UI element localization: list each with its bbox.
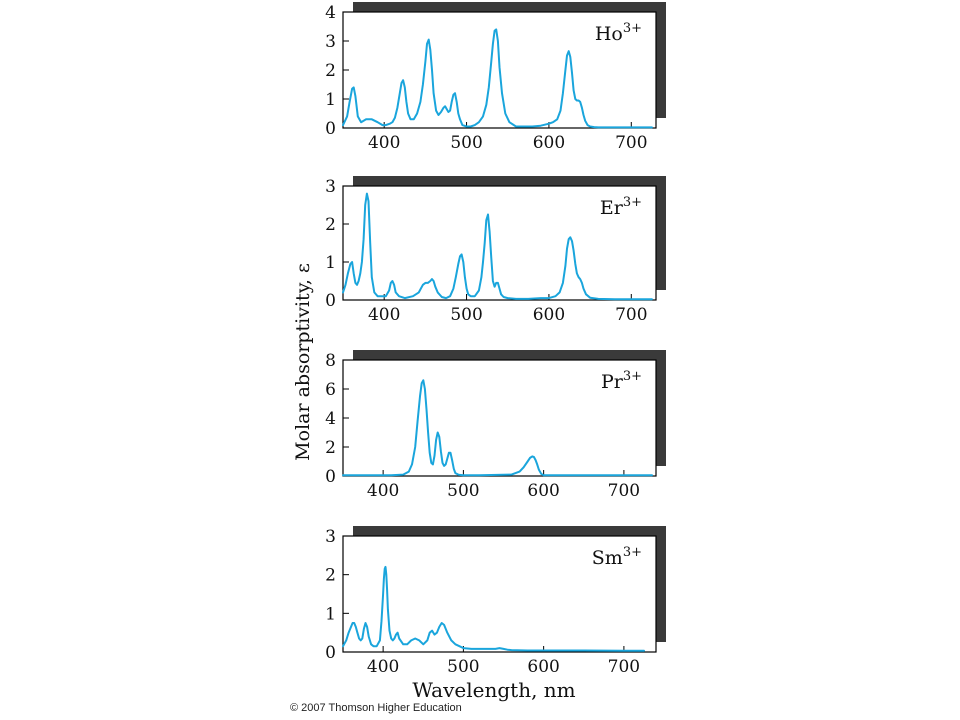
ion-label: Pr3+ xyxy=(601,369,642,393)
x-tick-label: 600 xyxy=(533,133,565,153)
x-tick-label: 500 xyxy=(447,481,479,501)
plot-frame xyxy=(342,185,657,301)
x-tick-label: 400 xyxy=(367,657,399,677)
x-tick-label: 400 xyxy=(368,305,400,325)
x-tick-label: 500 xyxy=(447,657,479,677)
ion-element: Ho xyxy=(595,23,623,45)
y-tick-label: 0 xyxy=(325,467,336,487)
y-tick-label: 4 xyxy=(325,409,336,429)
y-tick-label: 6 xyxy=(325,380,336,400)
x-axis-label: Wavelength, nm xyxy=(412,678,575,702)
ion-charge: 3+ xyxy=(623,545,642,560)
plot-frame xyxy=(342,535,657,653)
y-tick-label: 2 xyxy=(325,566,336,586)
plot-frame xyxy=(342,359,657,477)
x-tick-label: 700 xyxy=(615,305,647,325)
ion-element: Pr xyxy=(601,371,624,393)
y-tick-label: 3 xyxy=(325,32,336,52)
ion-label: Sm3+ xyxy=(592,545,642,569)
spectrum-line xyxy=(342,192,653,301)
spectrum-panel-ho: 0 1 2 3 4 400 500 600 700 Ho3+ xyxy=(325,2,666,153)
x-tick-label: 600 xyxy=(527,481,559,501)
y-tick-label: 2 xyxy=(325,61,336,81)
ion-element: Sm xyxy=(592,547,623,569)
ion-label: Er3+ xyxy=(600,195,642,219)
spectrum-panel-pr: 0 2 4 6 8 400 500 600 700 Pr3+ xyxy=(325,350,666,501)
y-tick-label: 2 xyxy=(325,215,336,235)
x-tick-label: 600 xyxy=(533,305,565,325)
spectrum-line xyxy=(342,565,645,652)
y-tick-label: 3 xyxy=(325,177,336,197)
x-tick-label: 700 xyxy=(608,657,640,677)
copyright-notice: © 2007 Thomson Higher Education xyxy=(290,702,462,714)
x-tick-label: 700 xyxy=(608,481,640,501)
ion-charge: 3+ xyxy=(623,21,642,36)
y-tick-label: 8 xyxy=(325,351,336,371)
ion-element: Er xyxy=(600,197,624,219)
y-axis-label: Molar absorptivity, ε xyxy=(292,263,314,461)
x-tick-label: 500 xyxy=(450,133,482,153)
y-tick-label: 0 xyxy=(325,119,336,139)
y-tick-label: 1 xyxy=(325,604,336,624)
spectrum-line xyxy=(342,28,653,129)
y-tick-label: 0 xyxy=(325,643,336,663)
y-tick-label: 1 xyxy=(325,90,336,110)
ion-charge: 3+ xyxy=(623,369,642,384)
spectrum-panel-sm: 0 1 2 3 400 500 600 700 Sm3+ xyxy=(325,526,666,677)
y-tick-label: 1 xyxy=(325,253,336,273)
spectrum-panel-er: 0 1 2 3 400 500 600 700 Er3+ xyxy=(325,176,666,325)
y-tick-label: 4 xyxy=(325,3,336,23)
spectrum-line xyxy=(342,379,653,477)
ion-label: Ho3+ xyxy=(595,21,642,45)
x-tick-label: 400 xyxy=(368,133,400,153)
y-tick-label: 3 xyxy=(325,527,336,547)
y-tick-label: 0 xyxy=(325,291,336,311)
x-tick-label: 400 xyxy=(367,481,399,501)
x-tick-label: 700 xyxy=(615,133,647,153)
x-tick-label: 600 xyxy=(527,657,559,677)
x-tick-label: 500 xyxy=(450,305,482,325)
y-tick-label: 2 xyxy=(325,438,336,458)
ion-charge: 3+ xyxy=(623,195,642,210)
